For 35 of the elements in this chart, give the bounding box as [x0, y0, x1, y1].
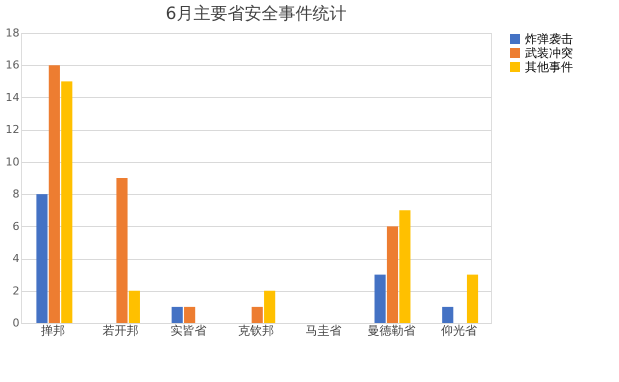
- y-tick-label: 14: [6, 90, 20, 104]
- bar: [442, 306, 454, 323]
- y-tick-label: 4: [12, 252, 20, 266]
- bar: [116, 178, 128, 323]
- legend-label: 炸弹袭击: [525, 32, 573, 46]
- bar: [184, 306, 196, 323]
- y-tick-label: 16: [6, 58, 20, 72]
- x-tick-label: 掸邦: [41, 324, 66, 338]
- y-tick-label: 6: [12, 220, 20, 233]
- x-tick-label: 实皆省: [170, 324, 206, 338]
- y-tick-label: 10: [6, 155, 20, 168]
- bar: [399, 210, 410, 323]
- x-tick-label: 马圭省: [306, 324, 342, 338]
- bar: [252, 306, 263, 323]
- bar: [466, 274, 478, 323]
- y-tick-label: 12: [6, 123, 20, 136]
- legend-label: 武装冲突: [525, 46, 573, 60]
- chart-title: 6月主要省安全事件统计: [166, 4, 346, 24]
- bar: [386, 226, 398, 323]
- legend-label: 其他事件: [525, 60, 573, 74]
- y-tick-label: 0: [12, 316, 20, 330]
- bar: [36, 194, 48, 323]
- bar: [61, 81, 72, 323]
- bar: [264, 290, 276, 323]
- bar: [374, 274, 386, 323]
- y-tick-label: 8: [12, 188, 20, 201]
- y-tick-label: 18: [6, 26, 20, 40]
- y-tick-label: 2: [12, 284, 20, 298]
- x-tick-label: 仰光省: [440, 324, 477, 338]
- bar: [128, 290, 140, 323]
- bar: [172, 306, 183, 323]
- x-tick-label: 曼德勒省: [367, 324, 416, 338]
- x-tick-label: 克钦邦: [238, 324, 274, 338]
- bar: [48, 65, 60, 323]
- x-tick-label: 若开邦: [102, 324, 139, 338]
